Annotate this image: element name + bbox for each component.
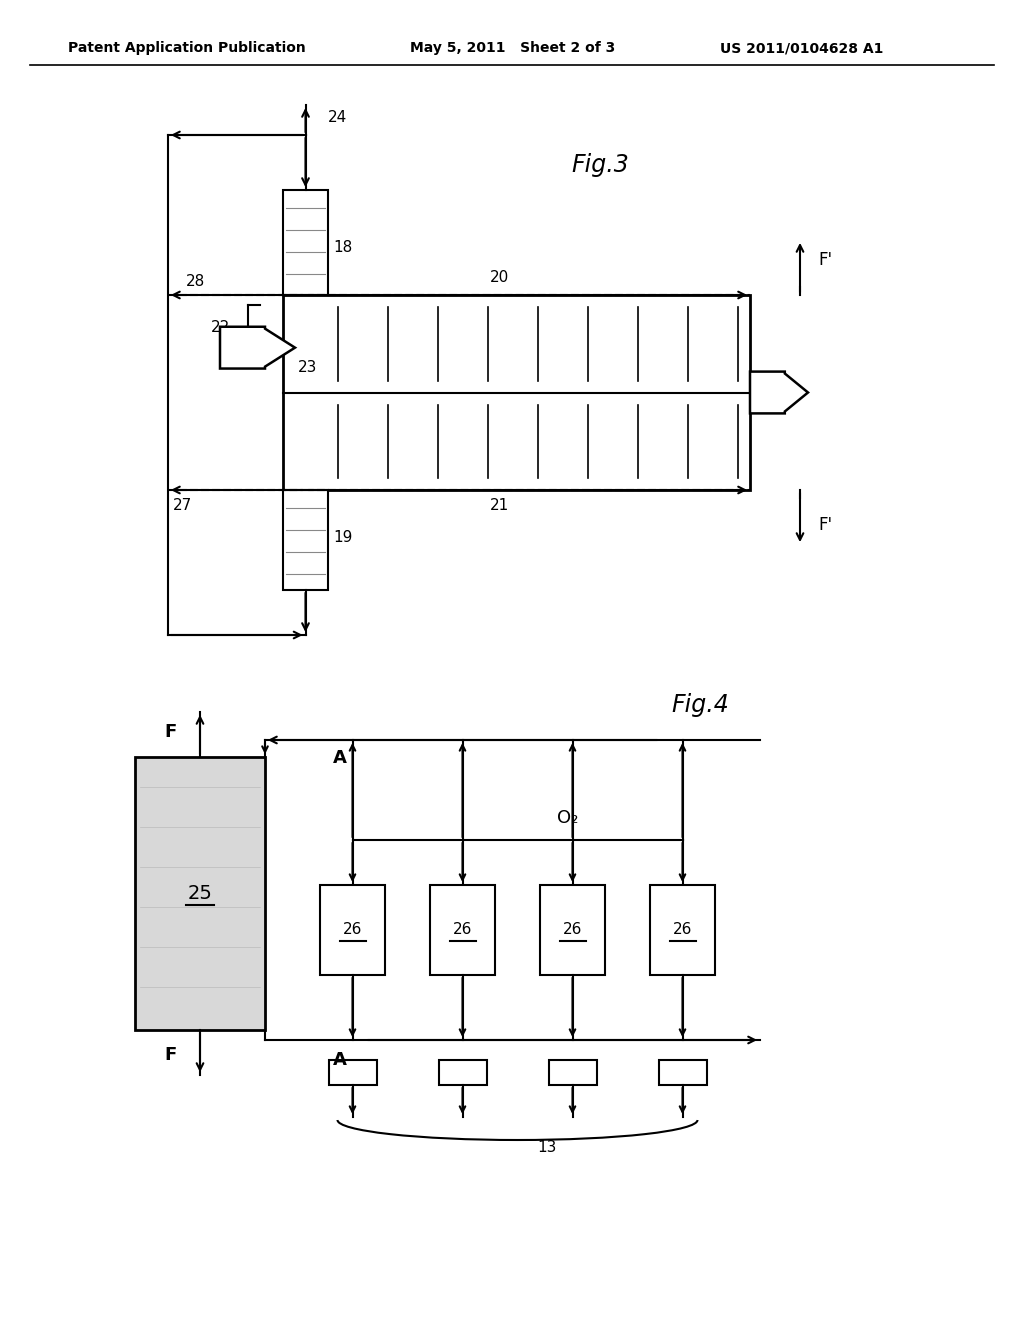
Text: O₂: O₂ — [557, 809, 579, 828]
Text: 28: 28 — [186, 273, 205, 289]
Polygon shape — [220, 327, 295, 368]
Text: 26: 26 — [453, 923, 472, 937]
Text: 22: 22 — [211, 319, 230, 335]
Text: F: F — [164, 723, 176, 741]
Text: A: A — [333, 748, 347, 767]
Text: 21: 21 — [490, 499, 509, 513]
Text: 26: 26 — [673, 923, 692, 937]
Bar — [430, 884, 495, 975]
Text: 26: 26 — [343, 923, 362, 937]
Text: 27: 27 — [173, 499, 193, 513]
Text: Fig.4: Fig.4 — [671, 693, 729, 717]
Text: Patent Application Publication: Patent Application Publication — [68, 41, 306, 55]
Text: 23: 23 — [298, 360, 317, 375]
Text: May 5, 2011   Sheet 2 of 3: May 5, 2011 Sheet 2 of 3 — [410, 41, 615, 55]
Text: 24: 24 — [328, 111, 347, 125]
Text: US 2011/0104628 A1: US 2011/0104628 A1 — [720, 41, 884, 55]
Bar — [135, 756, 265, 1030]
Bar — [329, 1060, 377, 1085]
Text: F': F' — [818, 251, 833, 269]
Text: 26: 26 — [563, 923, 583, 937]
Bar — [283, 294, 750, 490]
Bar — [438, 1060, 486, 1085]
Text: 19: 19 — [334, 531, 353, 545]
Bar — [283, 490, 328, 590]
Bar — [658, 1060, 707, 1085]
Text: F': F' — [818, 516, 833, 535]
Bar — [650, 884, 715, 975]
Bar — [319, 884, 385, 975]
Text: 25: 25 — [187, 884, 212, 903]
Text: Fig.3: Fig.3 — [571, 153, 629, 177]
Text: 13: 13 — [538, 1139, 557, 1155]
Polygon shape — [750, 372, 808, 413]
Bar — [540, 884, 605, 975]
Bar — [549, 1060, 597, 1085]
Text: F: F — [164, 1045, 176, 1064]
Text: 20: 20 — [490, 269, 509, 285]
Bar — [283, 190, 328, 294]
Text: A: A — [333, 1051, 347, 1069]
Text: 18: 18 — [334, 240, 352, 256]
